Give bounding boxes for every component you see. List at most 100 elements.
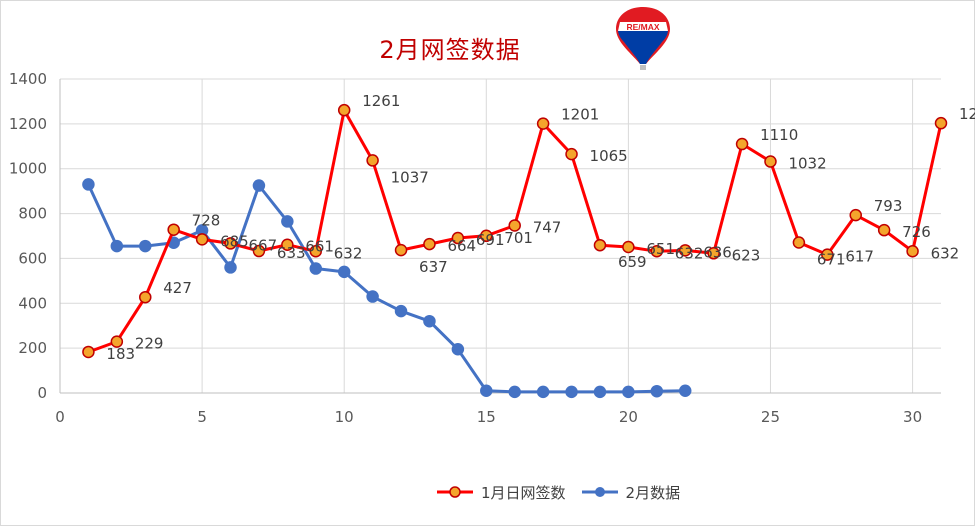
data-point-series-2 <box>281 215 294 228</box>
data-label: 685 <box>220 232 249 250</box>
data-point-series-2 <box>394 304 408 318</box>
data-label: 1037 <box>391 168 429 186</box>
y-tick-label: 600 <box>18 249 47 267</box>
data-point-series-2 <box>565 385 578 399</box>
data-label: 1203 <box>959 105 975 123</box>
data-label: 728 <box>192 212 221 230</box>
data-point-series-1 <box>451 231 465 245</box>
chart-title: 2月网签数据 <box>379 36 521 64</box>
data-point-series-2 <box>139 239 152 253</box>
data-point-series-1 <box>536 117 550 130</box>
data-label: 636 <box>703 243 732 261</box>
data-point-series-2 <box>224 261 237 274</box>
data-point-series-1 <box>82 345 95 359</box>
data-point-series-1 <box>309 245 323 258</box>
legend: 1月日网签数 2月数据 <box>435 480 680 504</box>
data-point-series-1 <box>366 154 379 167</box>
data-label: 633 <box>277 244 306 262</box>
data-label: 617 <box>845 248 874 266</box>
data-label: 661 <box>305 238 334 256</box>
data-label: 1032 <box>788 155 826 173</box>
data-label: 632 <box>931 244 960 262</box>
y-tick-label: 1400 <box>9 70 47 88</box>
legend-label-series-1: 1月日网签数 <box>481 483 566 502</box>
x-tick-label: 10 <box>335 408 354 426</box>
data-point-series-1 <box>508 219 521 232</box>
data-point-series-2 <box>480 384 493 398</box>
data-point-series-1 <box>906 245 919 258</box>
data-label: 183 <box>106 345 135 363</box>
data-point-series-2 <box>252 179 266 192</box>
data-point-series-1 <box>849 208 862 222</box>
data-label: 229 <box>135 335 164 353</box>
legend-item-series-1: 1月日网签数 <box>435 482 566 503</box>
data-point-series-2 <box>593 385 607 399</box>
data-point-series-1 <box>394 243 408 257</box>
data-label: 726 <box>902 223 931 241</box>
svg-text:RE/MAX: RE/MAX <box>626 22 659 32</box>
data-label: 747 <box>533 218 562 236</box>
data-label: 1065 <box>590 147 628 165</box>
data-point-series-1 <box>934 116 948 130</box>
y-tick-label: 1000 <box>9 160 47 178</box>
data-point-series-1 <box>735 137 749 151</box>
data-label: 651 <box>646 240 675 258</box>
data-point-series-2 <box>650 384 664 398</box>
data-point-series-1 <box>821 248 834 261</box>
y-tick-label: 400 <box>18 294 47 312</box>
data-point-series-2 <box>536 385 550 399</box>
y-tick-label: 1200 <box>9 115 47 133</box>
data-point-series-1 <box>281 238 294 251</box>
data-label: 637 <box>419 258 448 276</box>
x-tick-label: 30 <box>903 408 922 426</box>
data-point-series-2 <box>508 385 521 399</box>
data-point-series-2 <box>678 384 692 398</box>
series-line-2 <box>87 183 686 394</box>
x-tick-label: 25 <box>761 408 780 426</box>
legend-item-series-2: 2月数据 <box>580 482 680 503</box>
data-point-series-1 <box>195 233 209 246</box>
data-label: 664 <box>447 237 476 255</box>
data-label: 659 <box>618 253 647 271</box>
data-point-series-2 <box>423 314 436 328</box>
data-point-series-1 <box>480 229 493 243</box>
data-point-series-2 <box>337 265 351 279</box>
x-tick-label: 0 <box>55 408 65 426</box>
data-label: 691 <box>476 231 505 249</box>
y-tick-label: 800 <box>18 205 47 223</box>
data-point-series-1 <box>707 247 720 260</box>
data-label: 1110 <box>760 126 798 144</box>
data-point-series-1 <box>110 335 124 348</box>
data-point-series-1 <box>252 244 266 258</box>
data-label: 793 <box>874 197 903 215</box>
y-tick-label: 0 <box>37 384 47 402</box>
data-label: 667 <box>249 236 278 254</box>
data-point-series-1 <box>877 223 891 237</box>
y-tick-label: 200 <box>18 339 47 357</box>
data-point-series-2 <box>82 178 95 191</box>
remax-balloon-logo: RE/MAX <box>616 7 670 70</box>
data-point-series-2 <box>309 262 323 275</box>
data-point-series-1 <box>565 147 578 161</box>
legend-swatch-series-1 <box>437 486 473 498</box>
data-point-series-2 <box>622 385 635 399</box>
data-point-series-1 <box>423 237 436 251</box>
data-label: 671 <box>817 251 846 269</box>
legend-swatch-series-2 <box>581 487 618 497</box>
data-point-series-1 <box>622 240 635 254</box>
data-point-series-1 <box>764 155 777 168</box>
data-point-series-2 <box>451 343 465 356</box>
x-tick-label: 15 <box>477 408 496 426</box>
data-point-series-1 <box>224 237 237 250</box>
x-tick-label: 5 <box>197 408 207 426</box>
data-point-series-1 <box>593 238 607 252</box>
data-label: 701 <box>504 229 533 247</box>
data-point-series-2 <box>366 290 379 303</box>
data-label: 427 <box>163 279 192 297</box>
data-label: 1201 <box>561 106 599 124</box>
data-point-series-2 <box>110 239 124 253</box>
data-point-series-1 <box>167 223 180 236</box>
data-label: 623 <box>732 246 761 264</box>
